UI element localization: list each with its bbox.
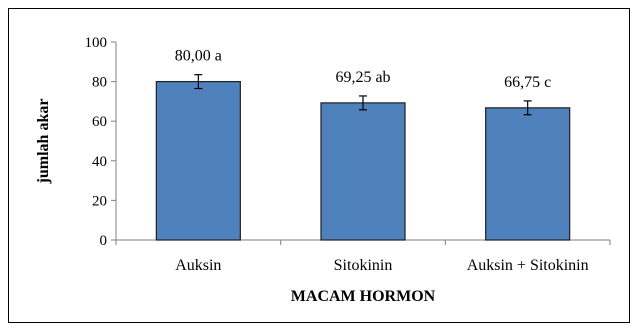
data-label-1: 69,25 ab: [335, 69, 390, 86]
y-tick-label: 0: [100, 233, 108, 249]
y-tick-label: 100: [85, 35, 108, 51]
x-tick-label-0: Auksin: [175, 257, 221, 274]
y-tick-label: 40: [92, 154, 107, 170]
error-bars: [194, 74, 532, 116]
bars: [155, 80, 571, 241]
x-tick-label-1: Sitokinin: [334, 257, 393, 274]
y-tick-label: 60: [92, 114, 107, 130]
error-bar-1: [359, 95, 367, 111]
data-labels: 80,00 a 69,25 ab 66,75 c: [175, 48, 551, 91]
data-label-0: 80,00 a: [175, 48, 222, 65]
x-tick-labels: Auksin Sitokinin Auksin + Sitokinin: [175, 257, 588, 274]
bar-2: [485, 107, 571, 241]
y-axis-label: jumlah akar: [35, 99, 52, 185]
bar-0: [155, 80, 241, 241]
y-ticks: 0 20 40 60 80 100: [85, 35, 116, 249]
y-tick-label: 20: [92, 193, 107, 209]
x-tick-label-2: Auksin + Sitokinin: [467, 257, 589, 274]
error-bar-0: [194, 74, 203, 90]
error-bar-2: [523, 100, 532, 116]
bar-1: [320, 102, 406, 241]
x-axis-label: MACAM HORMON: [291, 288, 436, 305]
y-tick-label: 80: [92, 75, 107, 91]
data-label-2: 66,75 c: [504, 74, 551, 91]
